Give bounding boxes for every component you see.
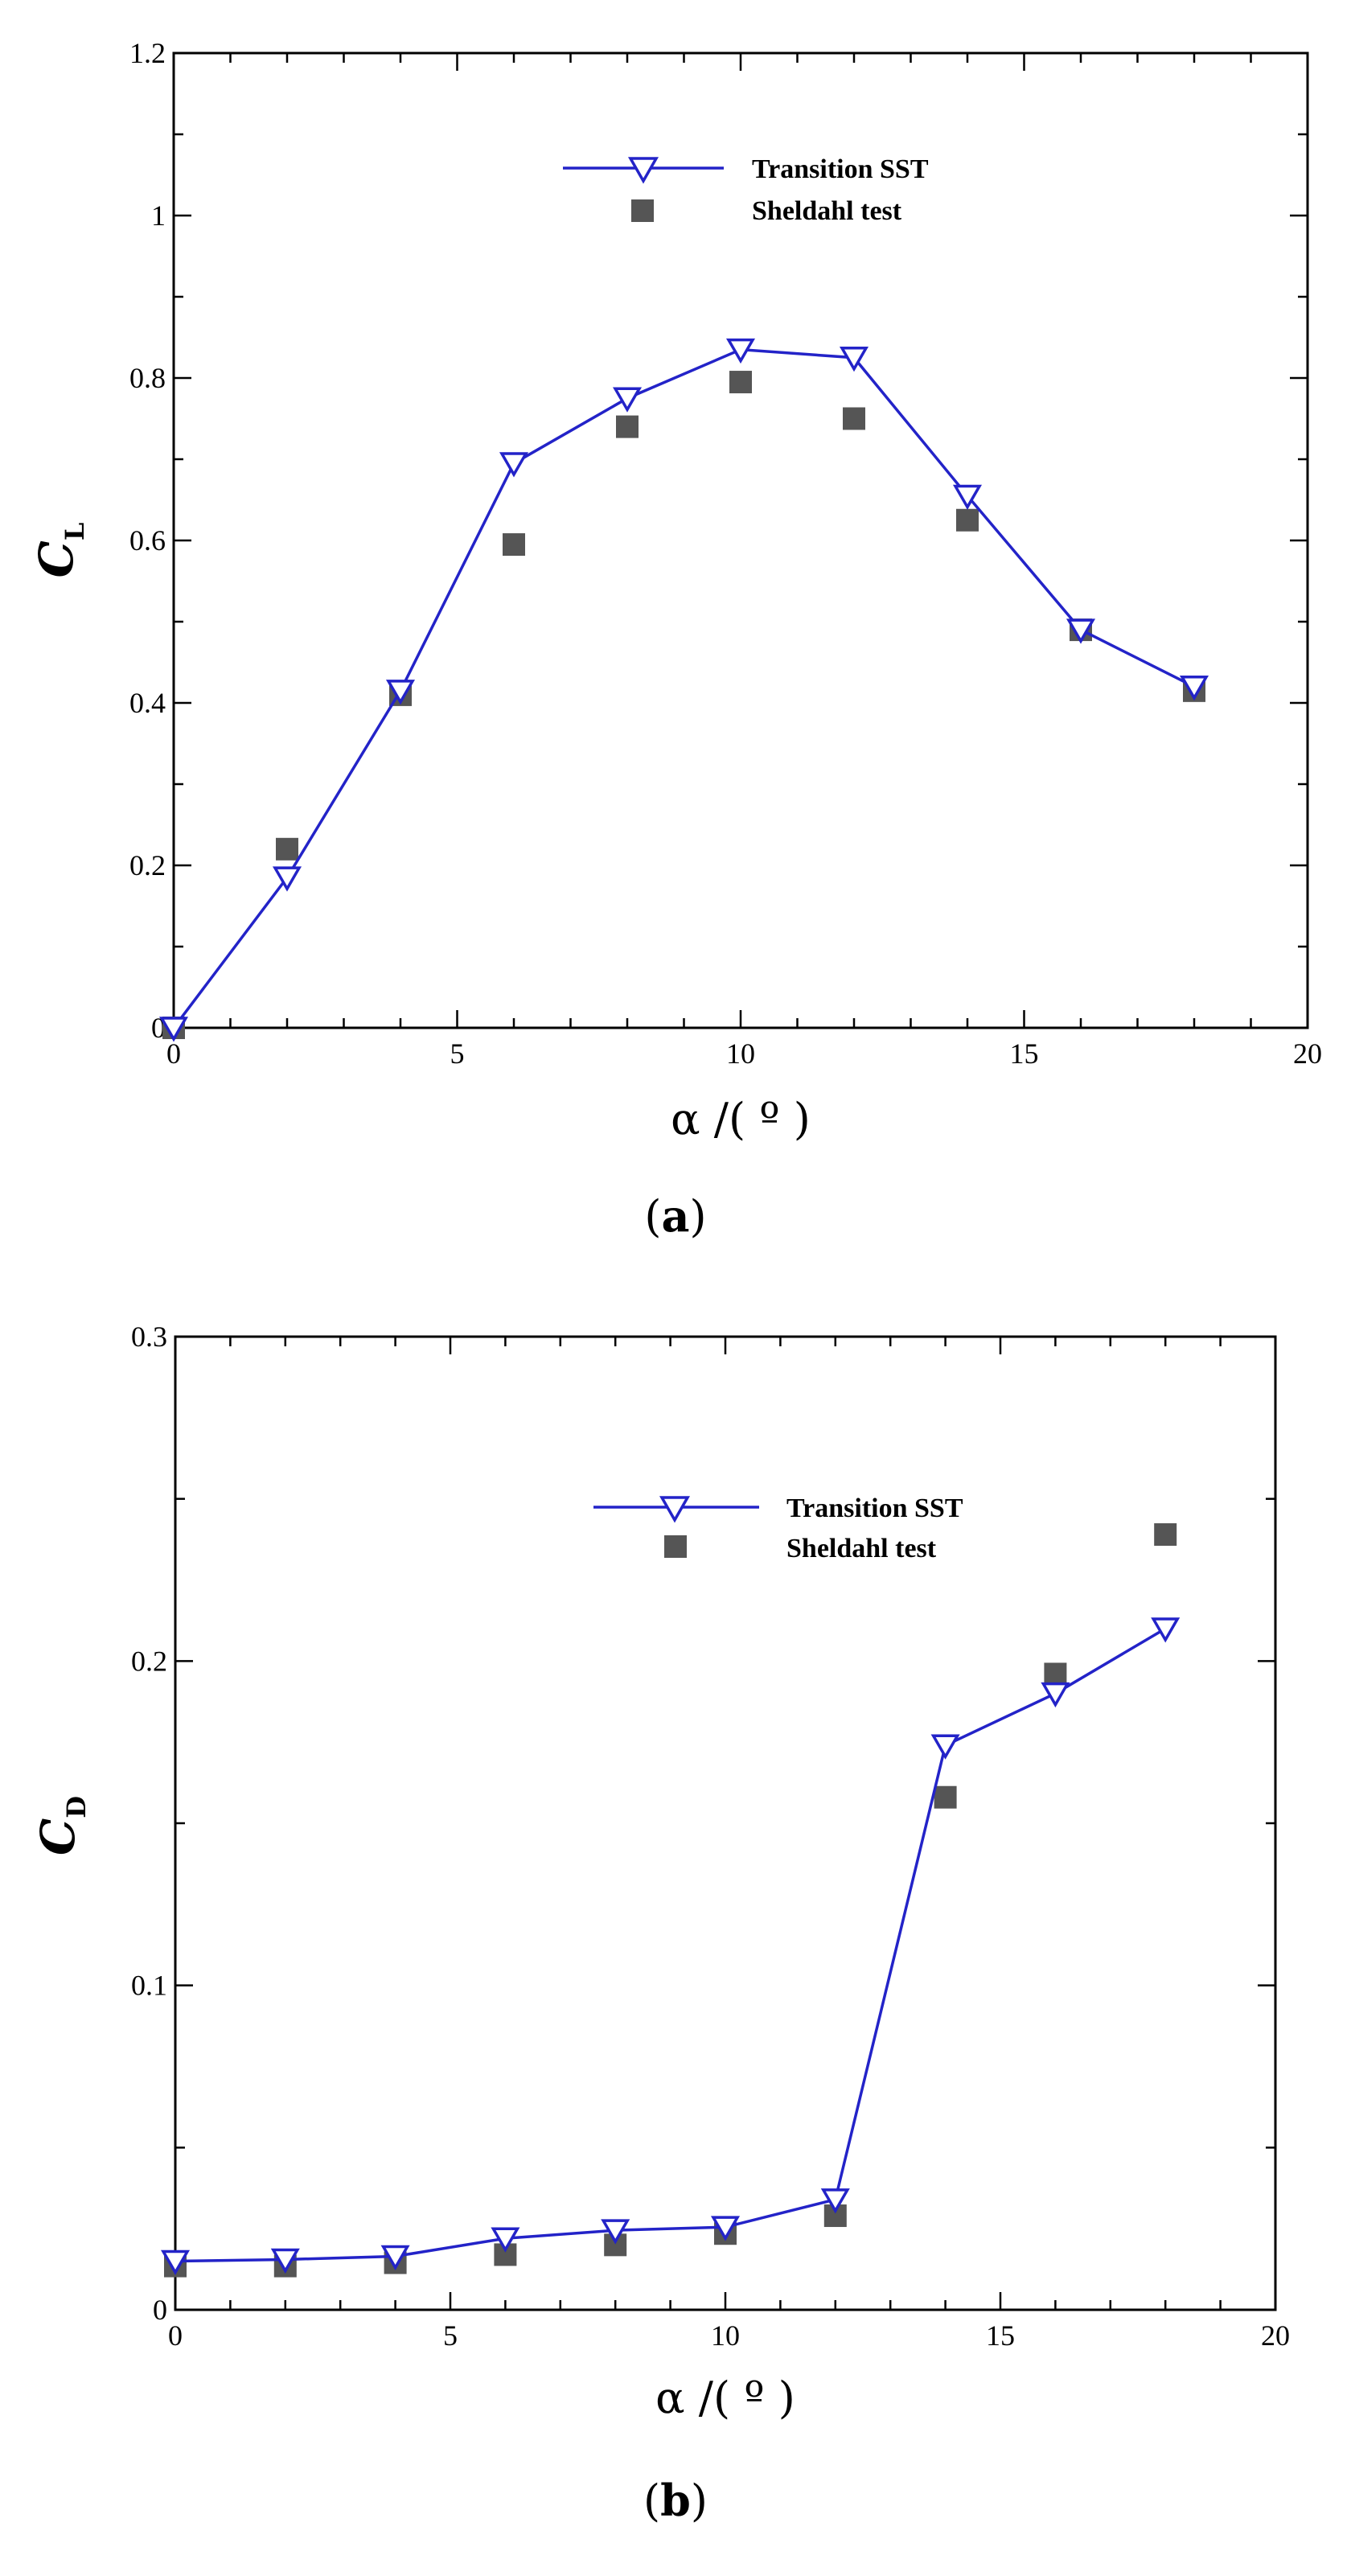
x-tick-label-b: 0 (168, 2319, 183, 2352)
transition-sst-point-a (272, 866, 302, 892)
transition-sst-line-b (175, 1627, 1167, 2263)
transition-sst-point-a (158, 1017, 189, 1042)
y-axis-title-sub-b: D (61, 1796, 92, 1818)
transition-sst-point-a (952, 484, 983, 510)
y-axis-title-main-a: C (29, 540, 84, 577)
sheldahl-test-point-a (276, 837, 298, 861)
transition-sst-point-b (160, 2249, 191, 2276)
y-axis-title-a: CL (29, 523, 90, 578)
y-tick-label-b: 0.3 (131, 1321, 167, 1353)
x-axis-title-b: α /( º ) (655, 2373, 795, 2423)
transition-sst-point-a (725, 338, 756, 364)
x-tick-label-b: 15 (986, 2319, 1015, 2352)
legend-square-marker-b (664, 1535, 687, 1558)
transition-sst-point-b (1041, 1682, 1070, 1708)
transition-sst-point-b (380, 2245, 410, 2270)
transition-sst-point-b (601, 2219, 630, 2245)
transition-sst-point-b (930, 1734, 960, 1760)
chart-panel-b: 0 5 10 15 20 0 0.1 0.2 0.3 Transition SST Shelda… (31, 1321, 1290, 2526)
x-tick-label-a: 0 (166, 1037, 181, 1070)
plot-frame-a (172, 51, 1309, 1029)
x-tick-label-a: 5 (450, 1037, 465, 1070)
y-tick-label-a: 0.4 (129, 687, 166, 719)
plot-content-b (160, 1523, 1181, 2278)
x-tick-label-a: 20 (1293, 1037, 1322, 1070)
legend-label-transition-sst-a: Transition SST (752, 154, 929, 184)
transition-sst-point-b (491, 2227, 520, 2253)
y-tick-label-a: 0.2 (129, 849, 166, 881)
x-tick-label-b: 10 (711, 2319, 740, 2352)
x-axis-title-a: α /( º ) (671, 1094, 811, 1144)
sheldahl-test-point-a (616, 415, 639, 438)
transition-sst-point-a (1066, 618, 1096, 644)
transition-sst-point-a (499, 452, 529, 478)
plot-frame-b (174, 1335, 1277, 2311)
transition-sst-point-b (710, 2216, 741, 2241)
sheldahl-test-point-a (956, 508, 979, 532)
y-tick-label-b: 0.1 (131, 1970, 167, 2002)
legend-label-sheldahl-test-b: Sheldahl test (786, 1534, 937, 1563)
panel-caption-letter-a: a (662, 1190, 690, 1242)
panel-caption-letter-b: b (660, 2475, 691, 2526)
sheldahl-test-point-b (1044, 1662, 1067, 1686)
sheldahl-test-point-a (503, 533, 525, 557)
transition-sst-point-b (820, 2188, 850, 2214)
transition-sst-point-a (385, 680, 416, 705)
sheldahl-test-point-b (1154, 1523, 1177, 1547)
y-tick-label-a: 1.2 (129, 37, 166, 69)
y-tick-label-a: 1 (151, 199, 166, 232)
transition-sst-point-b (1151, 1617, 1181, 1643)
sheldahl-test-point-a (729, 371, 752, 394)
y-tick-label-b: 0 (153, 2294, 167, 2326)
legend-triangle-marker-a (627, 157, 659, 184)
x-tick-label-b: 5 (443, 2319, 458, 2352)
legend-a: Transition SST Sheldahl test (563, 154, 929, 226)
legend-label-transition-sst-b: Transition SST (786, 1493, 963, 1523)
transition-sst-point-b (270, 2248, 300, 2274)
transition-sst-point-a (1179, 676, 1209, 701)
ticks-a (172, 51, 1309, 1029)
transition-sst-line-a (172, 347, 1195, 1029)
sheldahl-test-point-b (934, 1785, 957, 1809)
y-axis-title-sub-a: L (60, 523, 90, 541)
x-tick-label-a: 15 (1010, 1037, 1039, 1070)
legend-label-sheldahl-test-a: Sheldahl test (752, 196, 902, 226)
y-tick-label-a: 0.8 (129, 362, 166, 394)
transition-sst-point-a (839, 347, 869, 372)
legend-square-marker-a (631, 199, 654, 222)
y-tick-label-a: 0.6 (129, 524, 166, 557)
plot-content-a (158, 338, 1209, 1042)
panel-caption-a: (a) (644, 1190, 706, 1242)
ticks-b (174, 1335, 1277, 2311)
panel-caption-b: (b) (643, 2475, 708, 2526)
transition-sst-point-a (612, 387, 643, 413)
x-tick-label-a: 10 (726, 1037, 755, 1070)
y-axis-title-b: CD (31, 1796, 92, 1855)
y-tick-label-b: 0.2 (131, 1645, 167, 1677)
y-axis-title-main-b: C (31, 1818, 85, 1855)
tick-labels-b: 0 5 10 15 20 0 0.1 0.2 0.3 (131, 1321, 1290, 2352)
sheldahl-test-point-a (843, 407, 865, 430)
x-tick-label-b: 20 (1261, 2319, 1290, 2352)
legend-b: Transition SST Sheldahl test (593, 1493, 963, 1563)
legend-triangle-marker-b (659, 1496, 691, 1523)
